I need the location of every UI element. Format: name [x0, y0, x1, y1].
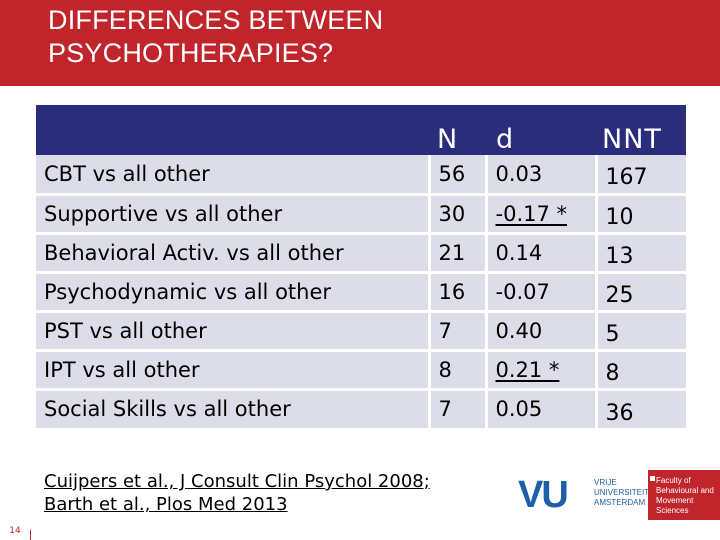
row-label: IPT vs all other	[36, 348, 429, 389]
faculty-text: Faculty of Behavioural and Movement Scie…	[656, 476, 720, 516]
row-nnt-value: 167	[594, 155, 686, 194]
row-nnt-value-text: 5	[605, 322, 620, 347]
row-nnt-value-text: 36	[605, 400, 634, 426]
row-d-value: -0.07	[484, 270, 596, 311]
row-n-value: 21	[427, 231, 486, 272]
faculty-line-3: Movement Sciences	[656, 496, 694, 515]
row-d-value-text: 0.21 *	[495, 357, 560, 382]
row-nnt-value: 36	[594, 387, 686, 428]
row-nnt-value: 5	[594, 309, 686, 350]
table-header-row: N d NNT	[36, 105, 686, 155]
row-n-value: 56	[427, 155, 486, 194]
vu-sub-line-1: VRIJE	[594, 478, 617, 487]
table-row: Psychodynamic vs all other 16 -0.07 25	[36, 270, 686, 311]
row-n-value: 7	[427, 309, 486, 350]
row-d-value: 0.21 *	[484, 348, 596, 389]
page-number: 14	[9, 526, 21, 536]
row-nnt-value-text: 167	[605, 165, 648, 191]
faculty-line-2: Behavioural and	[656, 486, 714, 495]
row-nnt-value: 25	[594, 270, 686, 311]
row-nnt-value-text: 13	[605, 244, 634, 269]
row-n-value: 30	[427, 192, 486, 233]
row-n-value-text: 8	[438, 357, 452, 382]
row-label-text: CBT vs all other	[44, 161, 210, 186]
table-row: IPT vs all other 8 0.21 * 8	[36, 348, 686, 389]
slide-title: DIFFERENCES BETWEEN PSYCHOTHERAPIES?	[48, 4, 383, 70]
row-d-value-text: 0.40	[495, 318, 543, 343]
row-n-value-text: 21	[438, 240, 466, 265]
reference-1[interactable]: Cuijpers et al., J Consult Clin Psychol …	[44, 471, 430, 492]
row-label-text: IPT vs all other	[44, 357, 200, 382]
vu-logo-mark: VU	[518, 474, 569, 516]
row-nnt-value: 10	[594, 192, 686, 233]
row-nnt-value-text: 10	[605, 205, 634, 230]
table-row: CBT vs all other 56 0.03 167	[36, 155, 686, 194]
row-d-value-text: -0.07	[495, 279, 550, 304]
header-d: d	[486, 105, 596, 155]
row-label: Psychodynamic vs all other	[36, 270, 429, 311]
row-n-value: 16	[427, 270, 486, 311]
row-d-value-text: -0.17 *	[495, 201, 568, 226]
row-n-value-text: 7	[438, 318, 452, 343]
row-d-value: -0.17 *	[484, 192, 596, 233]
row-d-value: 0.14	[484, 231, 596, 272]
row-n-value: 8	[427, 348, 486, 389]
vu-logo: VU VRIJE UNIVERSITEIT AMSTERDAM	[518, 470, 649, 520]
header-label	[36, 105, 429, 155]
row-nnt-value-text: 8	[605, 361, 620, 386]
table-row: Social Skills vs all other 7 0.05 36	[36, 387, 686, 428]
table-row: PST vs all other 7 0.40 5	[36, 309, 686, 350]
vu-logo-subtext: VRIJE UNIVERSITEIT AMSTERDAM	[594, 478, 649, 508]
row-nnt-value-text: 25	[605, 283, 634, 308]
row-nnt-value: 8	[594, 348, 686, 389]
row-label-text: PST vs all other	[44, 318, 207, 343]
row-n-value-text: 30	[438, 201, 466, 226]
row-label: Supportive vs all other	[36, 192, 429, 233]
row-n-value-text: 56	[438, 161, 466, 186]
vu-sub-line-3: AMSTERDAM	[594, 498, 646, 507]
comparison-table: N d NNT CBT vs all other 56 0.03 167 Support…	[36, 105, 686, 428]
title-bar: DIFFERENCES BETWEEN PSYCHOTHERAPIES?	[0, 0, 720, 86]
reference-2[interactable]: Barth et al., Plos Med 2013	[44, 494, 288, 515]
row-label: Behavioral Activ. vs all other	[36, 231, 429, 272]
title-line-1: DIFFERENCES BETWEEN	[48, 5, 384, 35]
row-d-value: 0.03	[484, 155, 596, 194]
references[interactable]: Cuijpers et al., J Consult Clin Psychol …	[44, 470, 430, 516]
faculty-icon	[650, 476, 655, 481]
row-label-text: Behavioral Activ. vs all other	[44, 240, 344, 265]
header-nnt: NNT	[596, 105, 686, 155]
table-row: Supportive vs all other 30 -0.17 * 10	[36, 192, 686, 233]
row-d-value-text: 0.05	[495, 397, 543, 422]
table-row: Behavioral Activ. vs all other 21 0.14 13	[36, 231, 686, 272]
table-body: CBT vs all other 56 0.03 167 Supportive vs a…	[36, 155, 686, 428]
page-number-rule	[30, 530, 31, 540]
row-label: PST vs all other	[36, 309, 429, 350]
row-d-value: 0.05	[484, 387, 596, 428]
row-label: CBT vs all other	[36, 155, 429, 194]
row-label-text: Social Skills vs all other	[44, 397, 291, 422]
row-n-value-text: 7	[438, 397, 452, 422]
row-label-text: Psychodynamic vs all other	[44, 279, 332, 304]
row-n-value: 7	[427, 387, 486, 428]
row-d-value: 0.40	[484, 309, 596, 350]
row-label-text: Supportive vs all other	[44, 201, 283, 226]
vu-sub-line-2: UNIVERSITEIT	[594, 488, 650, 497]
header-n: N	[429, 105, 486, 155]
row-n-value-text: 16	[438, 279, 466, 304]
row-d-value-text: 0.14	[495, 240, 543, 265]
title-line-2: PSYCHOTHERAPIES?	[48, 38, 334, 68]
row-label: Social Skills vs all other	[36, 387, 429, 428]
faculty-logo: Faculty of Behavioural and Movement Scie…	[648, 470, 720, 520]
row-nnt-value: 13	[594, 231, 686, 272]
faculty-line-1: Faculty of	[656, 476, 691, 485]
row-d-value-text: 0.03	[495, 161, 543, 186]
